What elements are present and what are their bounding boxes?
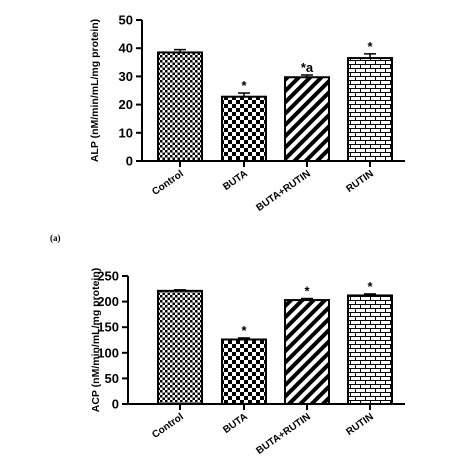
category-label: BUTA: [221, 411, 249, 436]
significance-label: *a: [301, 60, 314, 75]
significance-label: *: [304, 284, 310, 299]
category-label: RUTIN: [344, 411, 375, 438]
y-axis-label: ALP (nM/min/mL/mg protein): [89, 19, 101, 162]
y-tick-label: 30: [119, 69, 133, 84]
category-label: Control: [150, 411, 186, 441]
significance-label: *: [367, 279, 373, 294]
significance-label: *: [241, 78, 247, 93]
y-tick-label: 200: [97, 294, 119, 309]
category-label: RUTIN: [344, 168, 375, 195]
bar: [347, 294, 393, 405]
y-tick-label: 0: [112, 397, 119, 412]
bar: [221, 95, 267, 162]
y-tick-label: 20: [119, 97, 133, 112]
bar: [284, 76, 330, 162]
y-tick-label: 10: [119, 125, 133, 140]
bar: [157, 51, 203, 162]
y-tick-label: 40: [119, 41, 133, 56]
bar: [347, 57, 393, 162]
y-tick-label: 50: [119, 13, 133, 28]
category-label: BUTA+RUTIN: [254, 411, 312, 456]
category-label: BUTA: [221, 168, 249, 193]
significance-label: *: [241, 323, 247, 338]
y-tick-label: 0: [126, 154, 133, 169]
y-axis-label: ACP (nM/min/mL/mg protein): [90, 268, 102, 412]
alp-chart: 0 10 20 30 40 50 ALP (nM/min/mL/mg protein) Con…: [89, 13, 405, 214]
bar: [157, 289, 203, 405]
bar: [221, 338, 267, 406]
y-tick-label: 150: [97, 320, 119, 335]
significance-label: *: [367, 39, 373, 54]
y-tick-label: 100: [97, 345, 119, 360]
panel-label-a: (a): [50, 233, 61, 243]
bar: [284, 299, 330, 405]
y-tick-label: 50: [105, 371, 119, 386]
category-label: Control: [150, 168, 186, 198]
category-label: BUTA+RUTIN: [254, 168, 312, 213]
y-tick-label: 250: [97, 269, 119, 284]
